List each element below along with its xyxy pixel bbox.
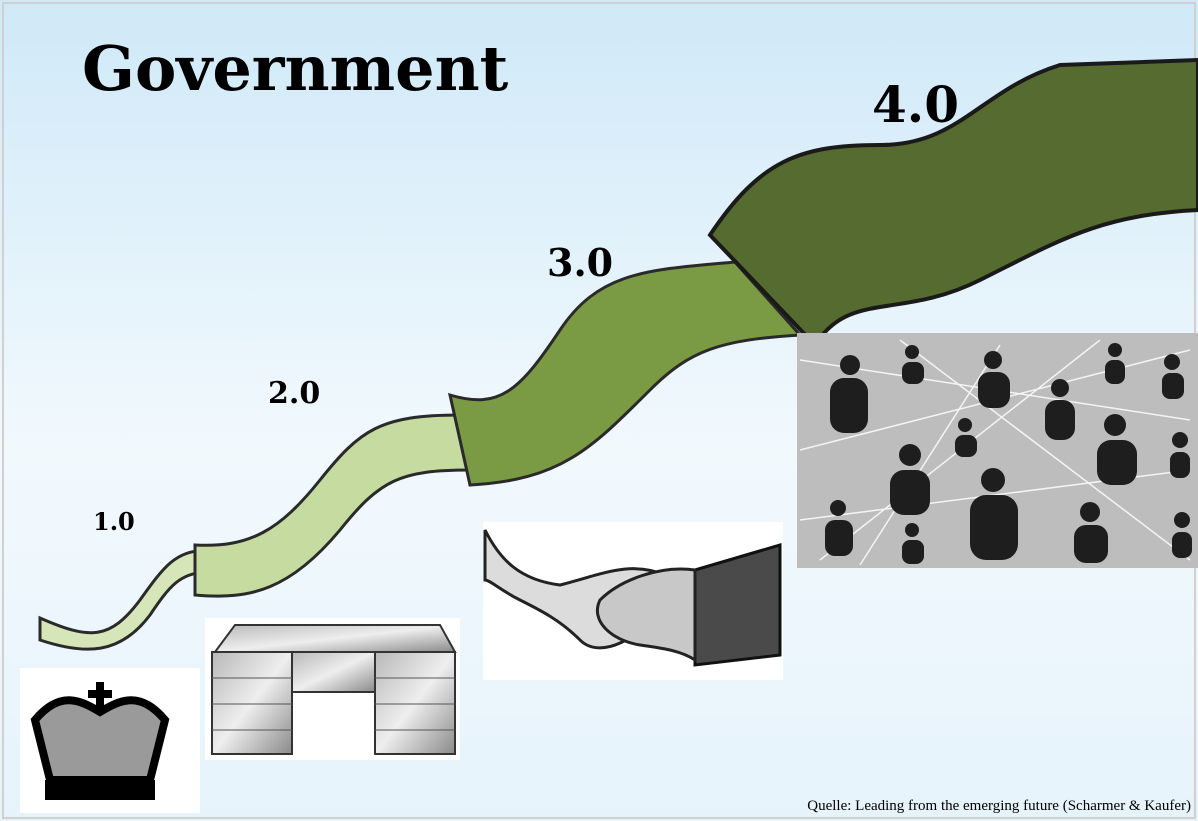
- handshake-icon: [483, 522, 783, 680]
- band-4: [707, 57, 1198, 349]
- stage-label: 4.0: [872, 75, 959, 134]
- desk-icon: [205, 618, 460, 760]
- stage-label: 1.0: [93, 507, 135, 536]
- crown-icon: [20, 668, 200, 813]
- stage-label: 2.0: [268, 376, 320, 411]
- stage-label: 3.0: [547, 240, 613, 285]
- source-note: Quelle: Leading from the emerging future…: [807, 798, 1191, 814]
- title: Government: [82, 32, 509, 105]
- network-icon: [797, 333, 1198, 568]
